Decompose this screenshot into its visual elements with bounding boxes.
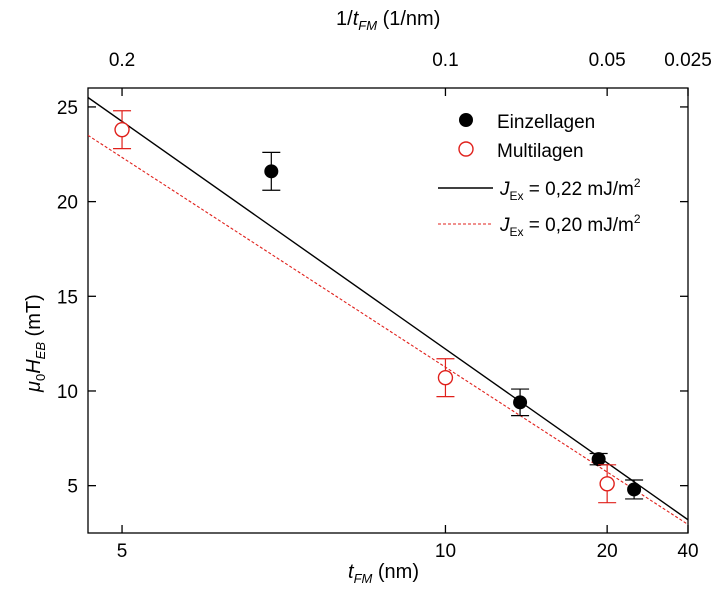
x-tick-label-3: 40 bbox=[677, 541, 698, 562]
marker-open bbox=[114, 121, 130, 138]
series-layer bbox=[88, 96, 688, 525]
ticks-layer: 5 10 20 40 0.2 0.1 0.05 0.025 5 10 15 20 25 bbox=[57, 50, 712, 562]
marker-filled bbox=[513, 395, 528, 410]
y-tick-label-0: 5 bbox=[67, 477, 78, 498]
marker-filled bbox=[264, 164, 279, 179]
marker-filled bbox=[591, 452, 606, 467]
y-tick-label-3: 20 bbox=[57, 193, 78, 214]
x2-axis-title: 1/tFM (1/nm) bbox=[336, 8, 440, 33]
y-axis-title: μ0HEB (mT) bbox=[23, 294, 48, 393]
legend-label-3: JEx = 0,20 mJ/m2 bbox=[499, 212, 641, 239]
fit-line-3 bbox=[88, 134, 688, 525]
data-point-0-0 bbox=[262, 151, 281, 191]
data-point-1-0 bbox=[113, 110, 132, 150]
marker-open bbox=[437, 370, 454, 386]
legend: Einzellagen Multilagen JEx = 0,22 mJ/m2 JEx… bbox=[438, 112, 641, 239]
plot-frame bbox=[87, 87, 689, 534]
y-tick-label-4: 25 bbox=[57, 98, 78, 119]
data-point-1-1 bbox=[436, 358, 455, 398]
x2-tick-label-3: 0.025 bbox=[664, 50, 712, 71]
x-tick-label-2: 20 bbox=[597, 541, 618, 562]
data-point-1-2 bbox=[598, 464, 617, 504]
marker-open bbox=[599, 476, 615, 492]
x2-tick-label-2: 0.05 bbox=[589, 50, 626, 71]
x2-tick-label-0: 0.2 bbox=[109, 50, 135, 71]
x2-tick-label-1: 0.1 bbox=[432, 50, 458, 71]
legend-marker-1 bbox=[458, 141, 474, 157]
x-axis-title: tFM (nm) bbox=[348, 561, 419, 586]
legend-label-0: Einzellagen bbox=[497, 112, 595, 133]
y-tick-label-2: 15 bbox=[57, 287, 78, 308]
data-point-0-1 bbox=[511, 388, 530, 417]
points-layer bbox=[113, 110, 644, 504]
marker-filled bbox=[627, 482, 642, 497]
data-point-0-2 bbox=[589, 452, 608, 467]
x-tick-label-1: 10 bbox=[435, 541, 456, 562]
legend-label-1: Multilagen bbox=[497, 141, 584, 162]
legend-label-2: JEx = 0,22 mJ/m2 bbox=[499, 176, 641, 203]
y-tick-label-1: 10 bbox=[57, 382, 78, 403]
x-tick-label-0: 5 bbox=[117, 541, 128, 562]
fit-line-2 bbox=[88, 96, 688, 521]
data-point-0-3 bbox=[625, 479, 644, 500]
legend-marker-0 bbox=[459, 113, 473, 127]
